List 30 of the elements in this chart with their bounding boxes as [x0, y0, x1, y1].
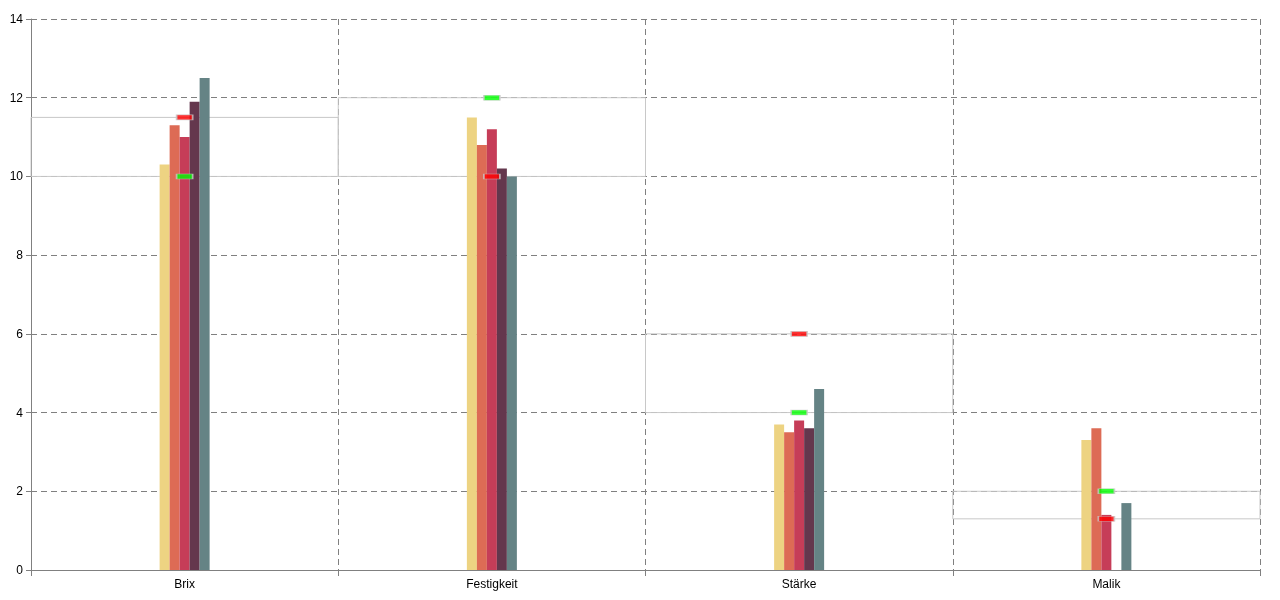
bar — [466, 117, 477, 570]
x-tick-label: Brix — [174, 577, 195, 591]
y-tick-label: 8 — [16, 248, 24, 263]
bar — [496, 168, 507, 570]
bar — [169, 125, 180, 570]
bar — [814, 388, 825, 570]
y-tick-label: 6 — [16, 326, 24, 341]
y-tick-label: 0 — [16, 563, 24, 577]
bar — [784, 432, 795, 570]
x-tick-label: Malik — [1092, 577, 1122, 591]
y-tick-label: 4 — [16, 405, 24, 420]
bar — [1081, 440, 1092, 570]
y-tick-label: 2 — [16, 484, 24, 499]
bar — [1121, 503, 1132, 570]
bar — [189, 101, 200, 570]
bar — [506, 176, 517, 570]
y-tick-label: 10 — [9, 169, 24, 184]
bar — [794, 420, 805, 570]
x-tick-label: Stärke — [781, 577, 817, 591]
bar — [179, 137, 190, 570]
bar — [804, 428, 815, 570]
y-tick-label: 12 — [9, 90, 24, 105]
y-tick-label: 14 — [9, 12, 24, 26]
bar — [774, 424, 785, 570]
bar — [1091, 428, 1102, 570]
x-tick-label: Festigkeit — [466, 577, 519, 591]
bar — [476, 144, 487, 570]
bar — [486, 129, 497, 570]
bar — [159, 164, 170, 570]
bar — [199, 78, 210, 570]
